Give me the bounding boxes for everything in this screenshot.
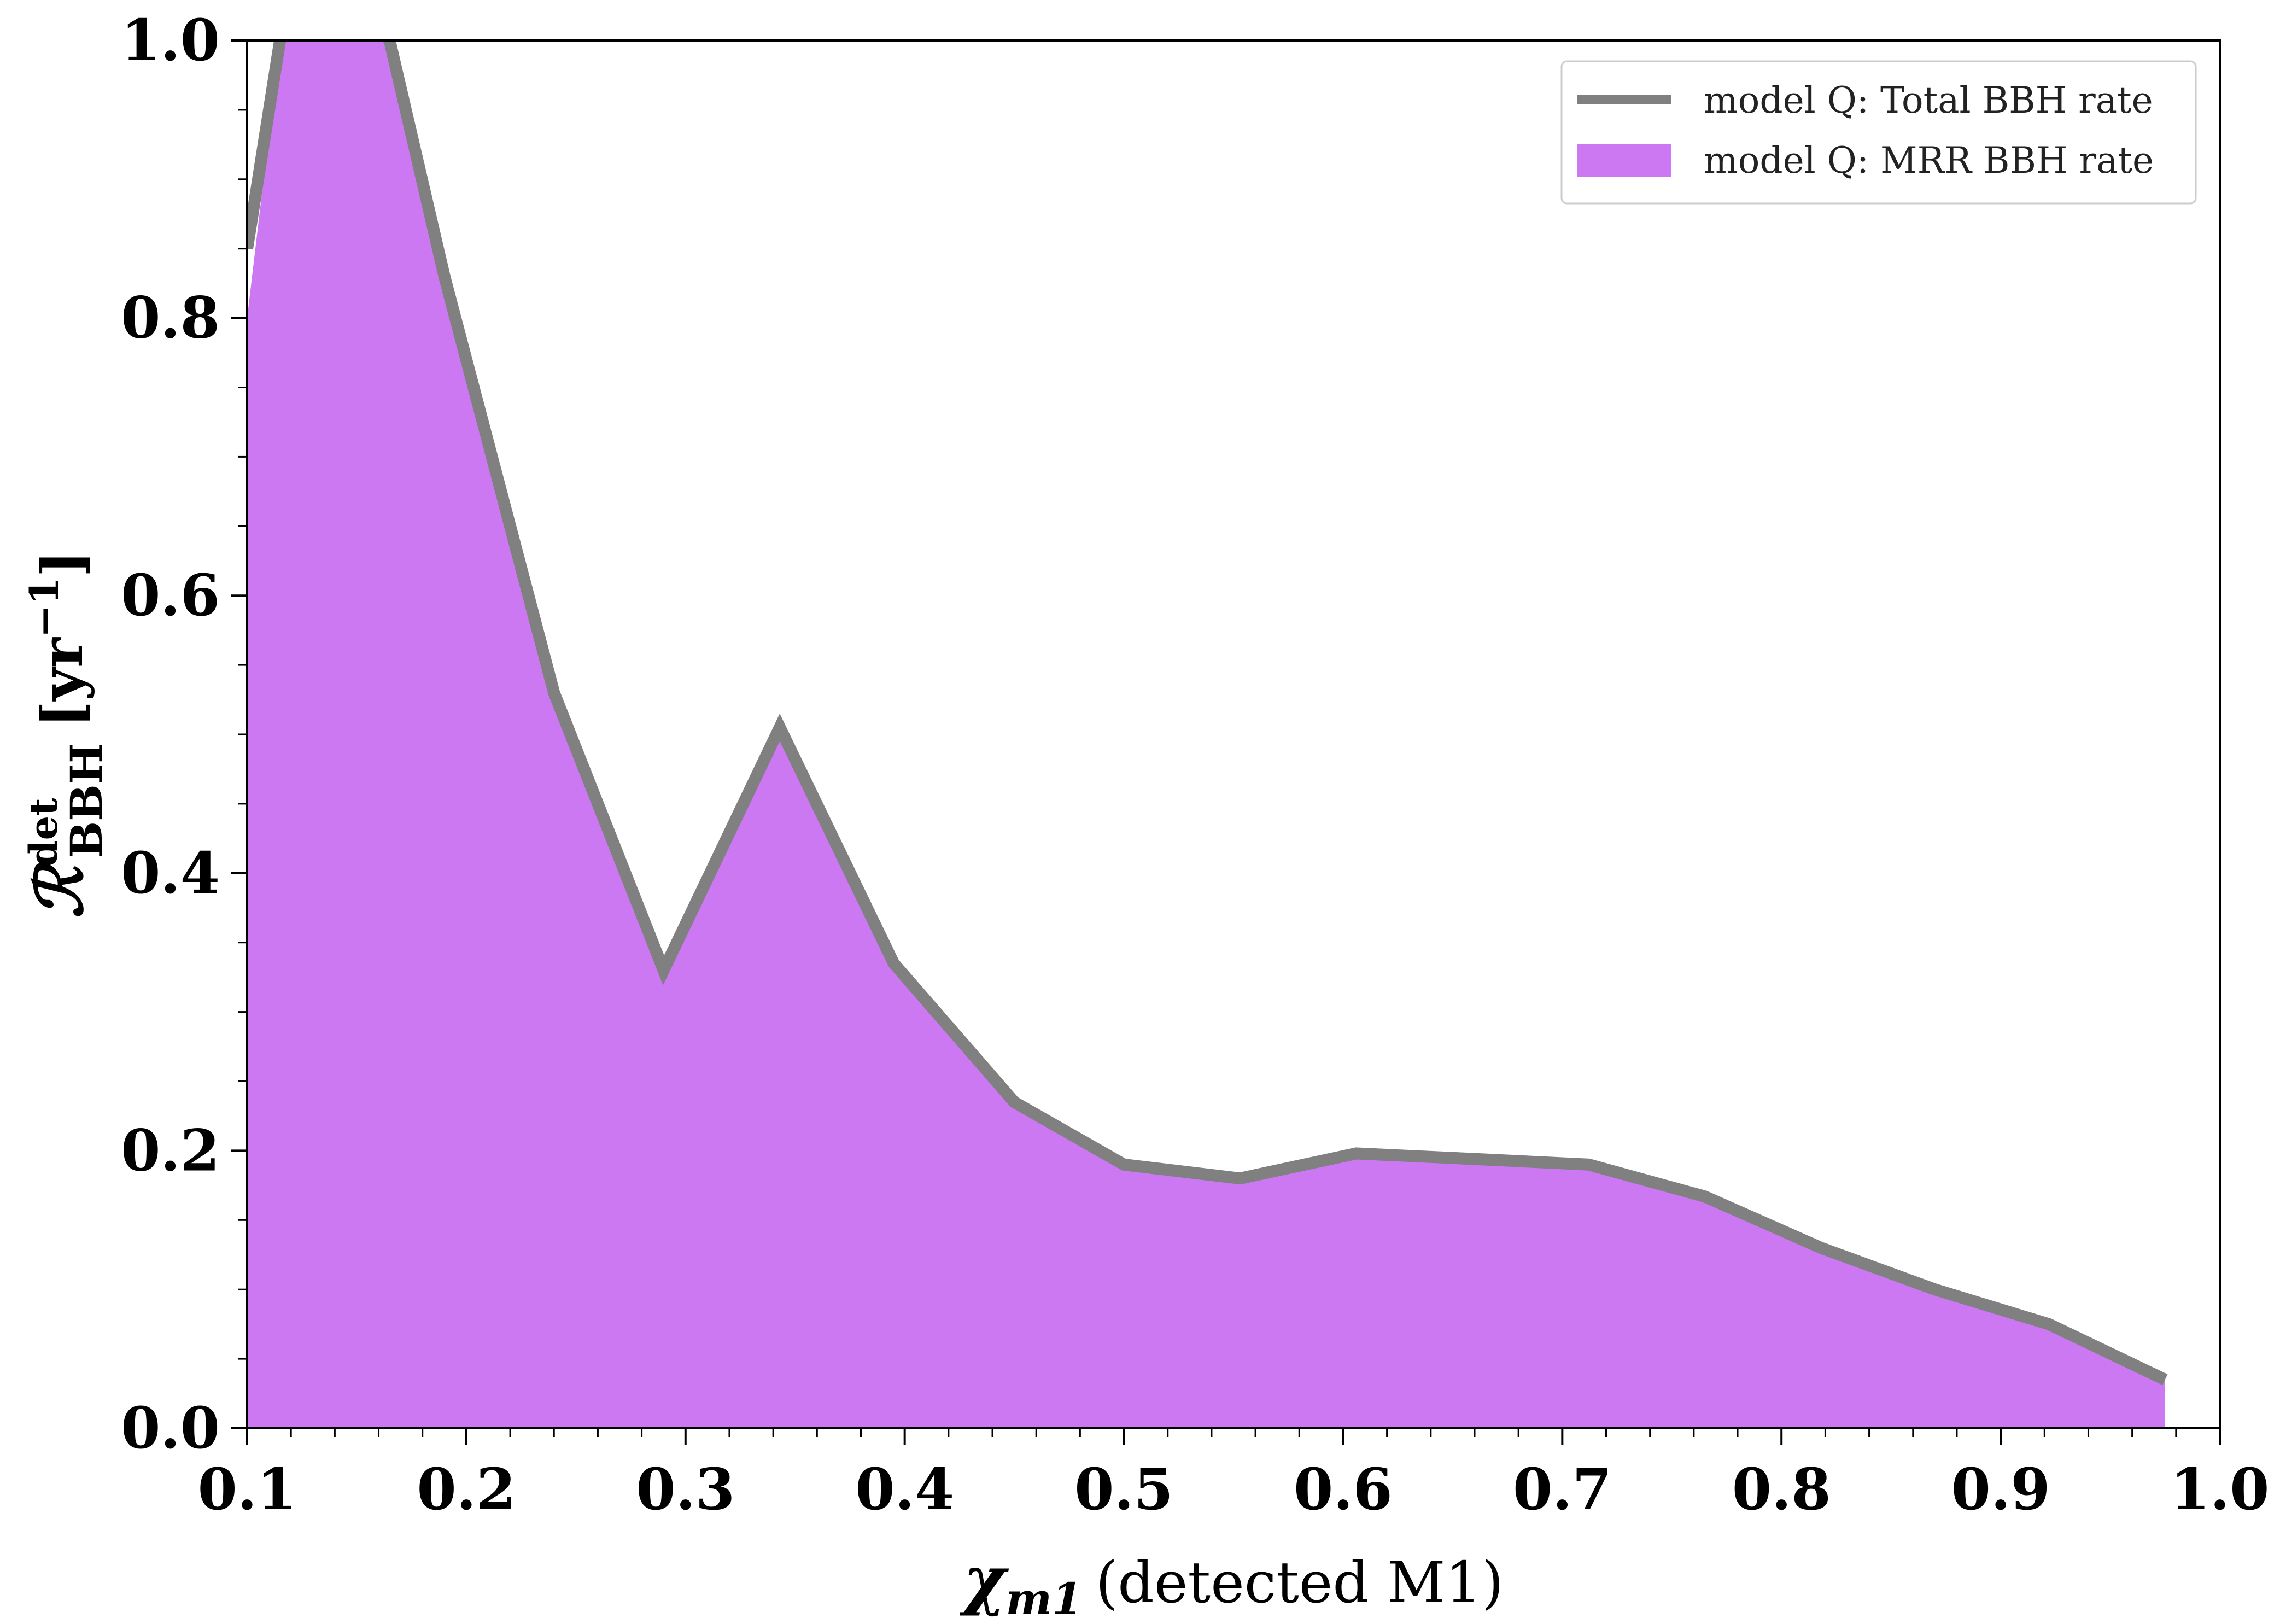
x-tick-label: 0.5: [1074, 1456, 1173, 1523]
x-tick-label: 0.9: [1951, 1456, 2050, 1523]
x-tick-label: 1.0: [2171, 1456, 2270, 1523]
x-tick-label: 0.6: [1294, 1456, 1393, 1523]
x-axis-label-symbol: χ: [960, 1541, 1009, 1617]
x-tick-label: 0.2: [417, 1456, 516, 1523]
x-axis-label-text: (detected M1): [1096, 1549, 1504, 1616]
legend-label-total: model Q: Total BBH rate: [1704, 79, 2153, 121]
x-tick-label: 0.1: [198, 1456, 297, 1523]
x-tick-label: 0.8: [1732, 1456, 1831, 1523]
x-tick-label: 0.4: [855, 1456, 954, 1523]
legend-label-mrr: model Q: MRR BBH rate: [1704, 139, 2154, 182]
y-axis-label-subscript: BBH: [61, 743, 112, 858]
y-axis-label-unit-exponent: −1: [21, 577, 67, 638]
y-tick-label: 0.4: [121, 839, 220, 907]
y-axis-label: ℛdetBBH [yr−1]: [21, 551, 112, 919]
y-tick-label: 0.8: [121, 284, 220, 352]
y-axis-label-superscript: det: [21, 798, 66, 867]
x-axis: 0.1 0.2 0.3 0.4 0.5 0.6 0.7 0.8 0.9 1.0: [198, 1428, 2270, 1523]
y-tick-label: 1.0: [121, 7, 220, 74]
plot-area: [247, 40, 2168, 1428]
x-axis-label-subscript: m1: [1005, 1573, 1082, 1624]
y-tick-label: 0.6: [121, 562, 220, 629]
legend: model Q: Total BBH rate model Q: MRR BBH…: [1560, 60, 2197, 205]
legend-box: [1560, 60, 2197, 205]
x-axis-label: χm1 (detected M1): [960, 1541, 1504, 1624]
y-axis-label-unit: [yr: [28, 637, 96, 728]
legend-swatch-mrr: [1577, 144, 1671, 177]
x-tick-label: 0.7: [1513, 1456, 1612, 1523]
y-axis-label-symbol: ℛ: [21, 861, 97, 918]
y-tick-label: 0.0: [121, 1394, 220, 1462]
y-axis-label-unit-close: ]: [28, 551, 96, 577]
y-tick-label: 0.2: [121, 1117, 220, 1184]
x-tick-label: 0.3: [636, 1456, 735, 1523]
mrr-rate-area: [247, 40, 2165, 1428]
y-axis: 0.0 0.2 0.4 0.6 0.8 1.0: [121, 7, 247, 1462]
total-rate-line: [247, 40, 2168, 1386]
